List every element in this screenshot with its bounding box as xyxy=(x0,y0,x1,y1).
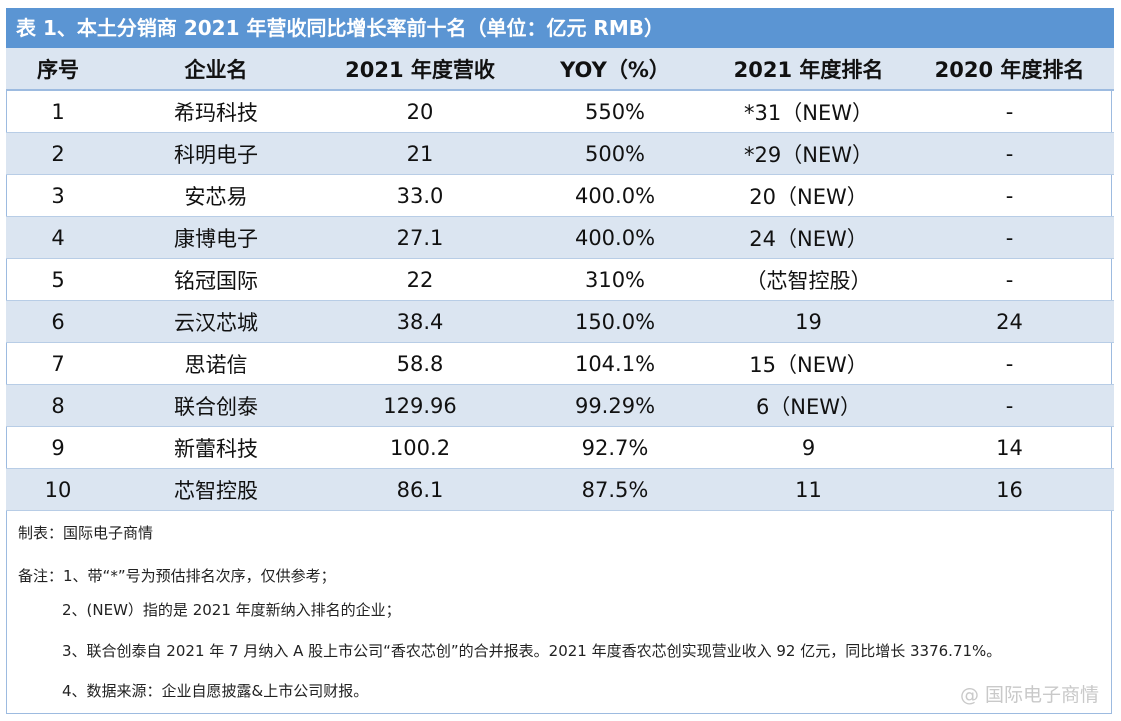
table-cell: 104.1% xyxy=(518,342,712,385)
table-cell: 19 xyxy=(712,300,905,343)
table-cell: - xyxy=(905,216,1114,259)
table-cell: 100.2 xyxy=(322,426,518,469)
table-cell: 康博电子 xyxy=(110,216,322,259)
note-item: 3、联合创泰自 2021 年 7 月纳入 A 股上市公司“香农芯创”的合并报表。… xyxy=(62,642,1002,660)
table-cell: 8 xyxy=(6,384,110,427)
table-cell: 58.8 xyxy=(322,342,518,385)
table-row: 10 芯智控股 86.1 87.5% 11 16 xyxy=(6,468,1114,511)
table-cell: 科明电子 xyxy=(110,132,322,175)
table-cell: 11 xyxy=(712,468,905,511)
header-cell: 2020 年度排名 xyxy=(905,48,1114,91)
table-cell: 9 xyxy=(6,426,110,469)
table-row: 2 科明电子 21 500% *29（NEW） - xyxy=(6,132,1114,175)
table-cell: 550% xyxy=(518,90,712,133)
table-row: 1 希玛科技 20 550% *31（NEW） - xyxy=(6,90,1114,133)
table-cell: 7 xyxy=(6,342,110,385)
table-cell: 云汉芯城 xyxy=(110,300,322,343)
table-cell: 86.1 xyxy=(322,468,518,511)
table-cell: 15（NEW） xyxy=(712,342,905,385)
note-item: 4、数据来源：企业自愿披露&上市公司财报。 xyxy=(62,682,369,700)
table-cell: （芯智控股） xyxy=(712,258,905,301)
table-row: 6 云汉芯城 38.4 150.0% 19 24 xyxy=(6,300,1114,343)
table-cell: 芯智控股 xyxy=(110,468,322,511)
table-cell: 27.1 xyxy=(322,216,518,259)
table-cell: 思诺信 xyxy=(110,342,322,385)
table-row: 3 安芯易 33.0 400.0% 20（NEW） - xyxy=(6,174,1114,217)
header-row: 序号 企业名 2021 年度营收 YOY（%） 2021 年度排名 2020 年度排名 xyxy=(6,48,1114,91)
table-cell: 6（NEW） xyxy=(712,384,905,427)
table-cell: 33.0 xyxy=(322,174,518,217)
table-cell: 400.0% xyxy=(518,216,712,259)
table-cell: 3 xyxy=(6,174,110,217)
table-cell: 24 xyxy=(905,300,1114,343)
table-cell: 310% xyxy=(518,258,712,301)
table-cell: 16 xyxy=(905,468,1114,511)
table-cell: 5 xyxy=(6,258,110,301)
table-cell: 99.29% xyxy=(518,384,712,427)
table-cell: - xyxy=(905,258,1114,301)
table-title: 表 1、本土分销商 2021 年营收同比增长率前十名（单位：亿元 RMB） xyxy=(6,8,1114,48)
table-cell: 500% xyxy=(518,132,712,175)
watermark: @ 国际电子商情 xyxy=(960,684,1100,706)
table-cell: - xyxy=(905,384,1114,427)
table-cell: 92.7% xyxy=(518,426,712,469)
table-cell: 38.4 xyxy=(322,300,518,343)
table-cell: 150.0% xyxy=(518,300,712,343)
table-cell: 2 xyxy=(6,132,110,175)
table-cell: 安芯易 xyxy=(110,174,322,217)
table-row: 4 康博电子 27.1 400.0% 24（NEW） - xyxy=(6,216,1114,259)
table-body: 1 希玛科技 20 550% *31（NEW） -2 科明电子 21 500% *29（NEW） -… xyxy=(6,90,1114,511)
table-cell: - xyxy=(905,132,1114,175)
table-cell: 希玛科技 xyxy=(110,90,322,133)
table-cell: 联合创泰 xyxy=(110,384,322,427)
table-cell: 400.0% xyxy=(518,174,712,217)
header-cell: 2021 年度营收 xyxy=(322,48,518,91)
table-cell: 129.96 xyxy=(322,384,518,427)
table-cell: *31（NEW） xyxy=(712,90,905,133)
table-cell: 21 xyxy=(322,132,518,175)
header-cell: 2021 年度排名 xyxy=(712,48,905,91)
ranking-table: 序号 企业名 2021 年度营收 YOY（%） 2021 年度排名 2020 年度排名 1… xyxy=(6,48,1114,511)
table-cell: 20 xyxy=(322,90,518,133)
header-cell: 序号 xyxy=(6,48,110,91)
table-cell: 87.5% xyxy=(518,468,712,511)
header-cell: 企业名 xyxy=(110,48,322,91)
table-row: 8 联合创泰 129.96 99.29% 6（NEW） - xyxy=(6,384,1114,427)
table-row: 9 新蕾科技 100.2 92.7% 9 14 xyxy=(6,426,1114,469)
table-cell: *29（NEW） xyxy=(712,132,905,175)
table-cell: - xyxy=(905,342,1114,385)
table-row: 7 思诺信 58.8 104.1% 15（NEW） - xyxy=(6,342,1114,385)
table-cell: 14 xyxy=(905,426,1114,469)
table-cell: 10 xyxy=(6,468,110,511)
note-item: 2、(NEW）指的是 2021 年度新纳入排名的企业； xyxy=(62,601,401,619)
table-row: 5 铭冠国际 22 310% （芯智控股） - xyxy=(6,258,1114,301)
table-cell: 6 xyxy=(6,300,110,343)
table-cell: 新蕾科技 xyxy=(110,426,322,469)
table-cell: 24（NEW） xyxy=(712,216,905,259)
table-cell: 1 xyxy=(6,90,110,133)
table-cell: 4 xyxy=(6,216,110,259)
table-cell: 20（NEW） xyxy=(712,174,905,217)
source-note: 制表：国际电子商情 xyxy=(18,524,154,542)
table-cell: - xyxy=(905,174,1114,217)
table-cell: 22 xyxy=(322,258,518,301)
header-cell: YOY（%） xyxy=(518,48,712,91)
note-item: 备注：1、带“*”号为预估排名次序，仅供参考； xyxy=(18,567,336,585)
table-cell: 铭冠国际 xyxy=(110,258,322,301)
table-cell: - xyxy=(905,90,1114,133)
table-cell: 9 xyxy=(712,426,905,469)
